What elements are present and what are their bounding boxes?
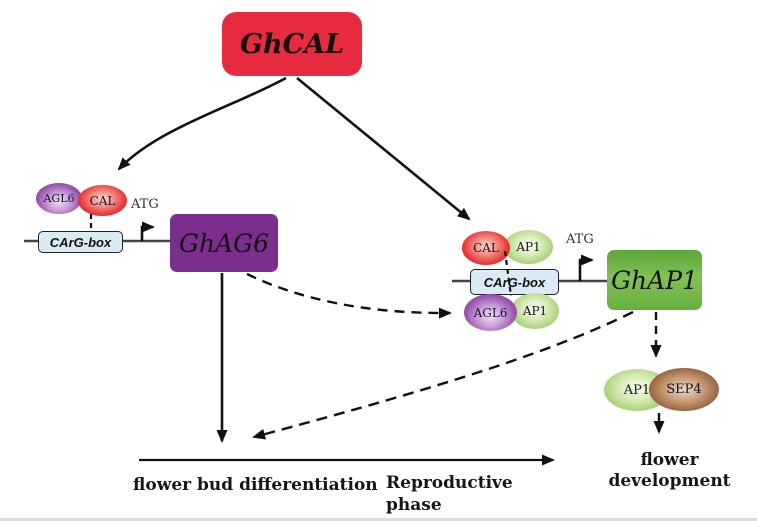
- flower-development-label: flower development: [608, 450, 731, 492]
- ghag6-label: GhAG6: [178, 228, 269, 258]
- carg-box-right-label: CArG-box: [483, 274, 546, 290]
- reproductive-phase-label-line2: phase: [386, 495, 442, 515]
- carg-box-left: CArG-box: [38, 231, 123, 253]
- ghcal-label: GhCAL: [239, 28, 345, 60]
- ap1-label: AP1: [522, 304, 548, 318]
- cal-protein-oval-left: CAL: [78, 185, 127, 216]
- transcription-start-arrow-left: [140, 221, 155, 241]
- ghag6-gene-box: GhAG6: [170, 214, 278, 272]
- agl6-protein-oval-right: AGL6: [464, 294, 517, 331]
- atg-label-right: ATG: [566, 232, 594, 247]
- carg-box-right: CArG-box: [470, 269, 559, 295]
- ap1-label: AP1: [516, 240, 541, 254]
- ghcal-gene-box: GhCAL: [222, 12, 362, 76]
- carg-box-left-label: CArG-box: [49, 234, 112, 250]
- ap1-label: AP1: [623, 382, 651, 398]
- ap1-protein-oval-top: AP1: [504, 230, 553, 264]
- cal-label: CAL: [473, 241, 499, 255]
- atg-label-left: ATG: [131, 197, 159, 212]
- sep4-protein-oval: SEP4: [649, 368, 719, 411]
- dashed-arrow-ghag6-to-agl6-ap1: [246, 272, 452, 319]
- ghap1-gene-box: GhAP1: [607, 250, 702, 310]
- arrow-ghcal-to-right-complex: [296, 76, 471, 221]
- dashed-arrow-ghap1-to-timeline: [252, 310, 634, 440]
- cal-protein-oval-right: CAL: [462, 231, 510, 265]
- bottom-divider-line: [0, 518, 757, 521]
- reproductive-phase-label-line1: Reproductive: [386, 473, 513, 493]
- agl6-label: AGL6: [43, 192, 75, 205]
- flower-bud-differentiation-label: flower bud differentiation: [133, 475, 378, 495]
- transcription-start-arrow-right: [578, 254, 594, 281]
- ap1-protein-oval-bottom: AP1: [511, 293, 559, 329]
- cal-label: CAL: [89, 193, 116, 208]
- agl6-protein-oval-left: AGL6: [36, 183, 82, 214]
- agl6-label: AGL6: [473, 305, 508, 320]
- binding-connector-right: [503, 250, 513, 297]
- sep4-label: SEP4: [666, 382, 702, 397]
- arrow-ghcal-to-left-complex: [117, 76, 287, 171]
- ghap1-label: GhAP1: [611, 265, 698, 295]
